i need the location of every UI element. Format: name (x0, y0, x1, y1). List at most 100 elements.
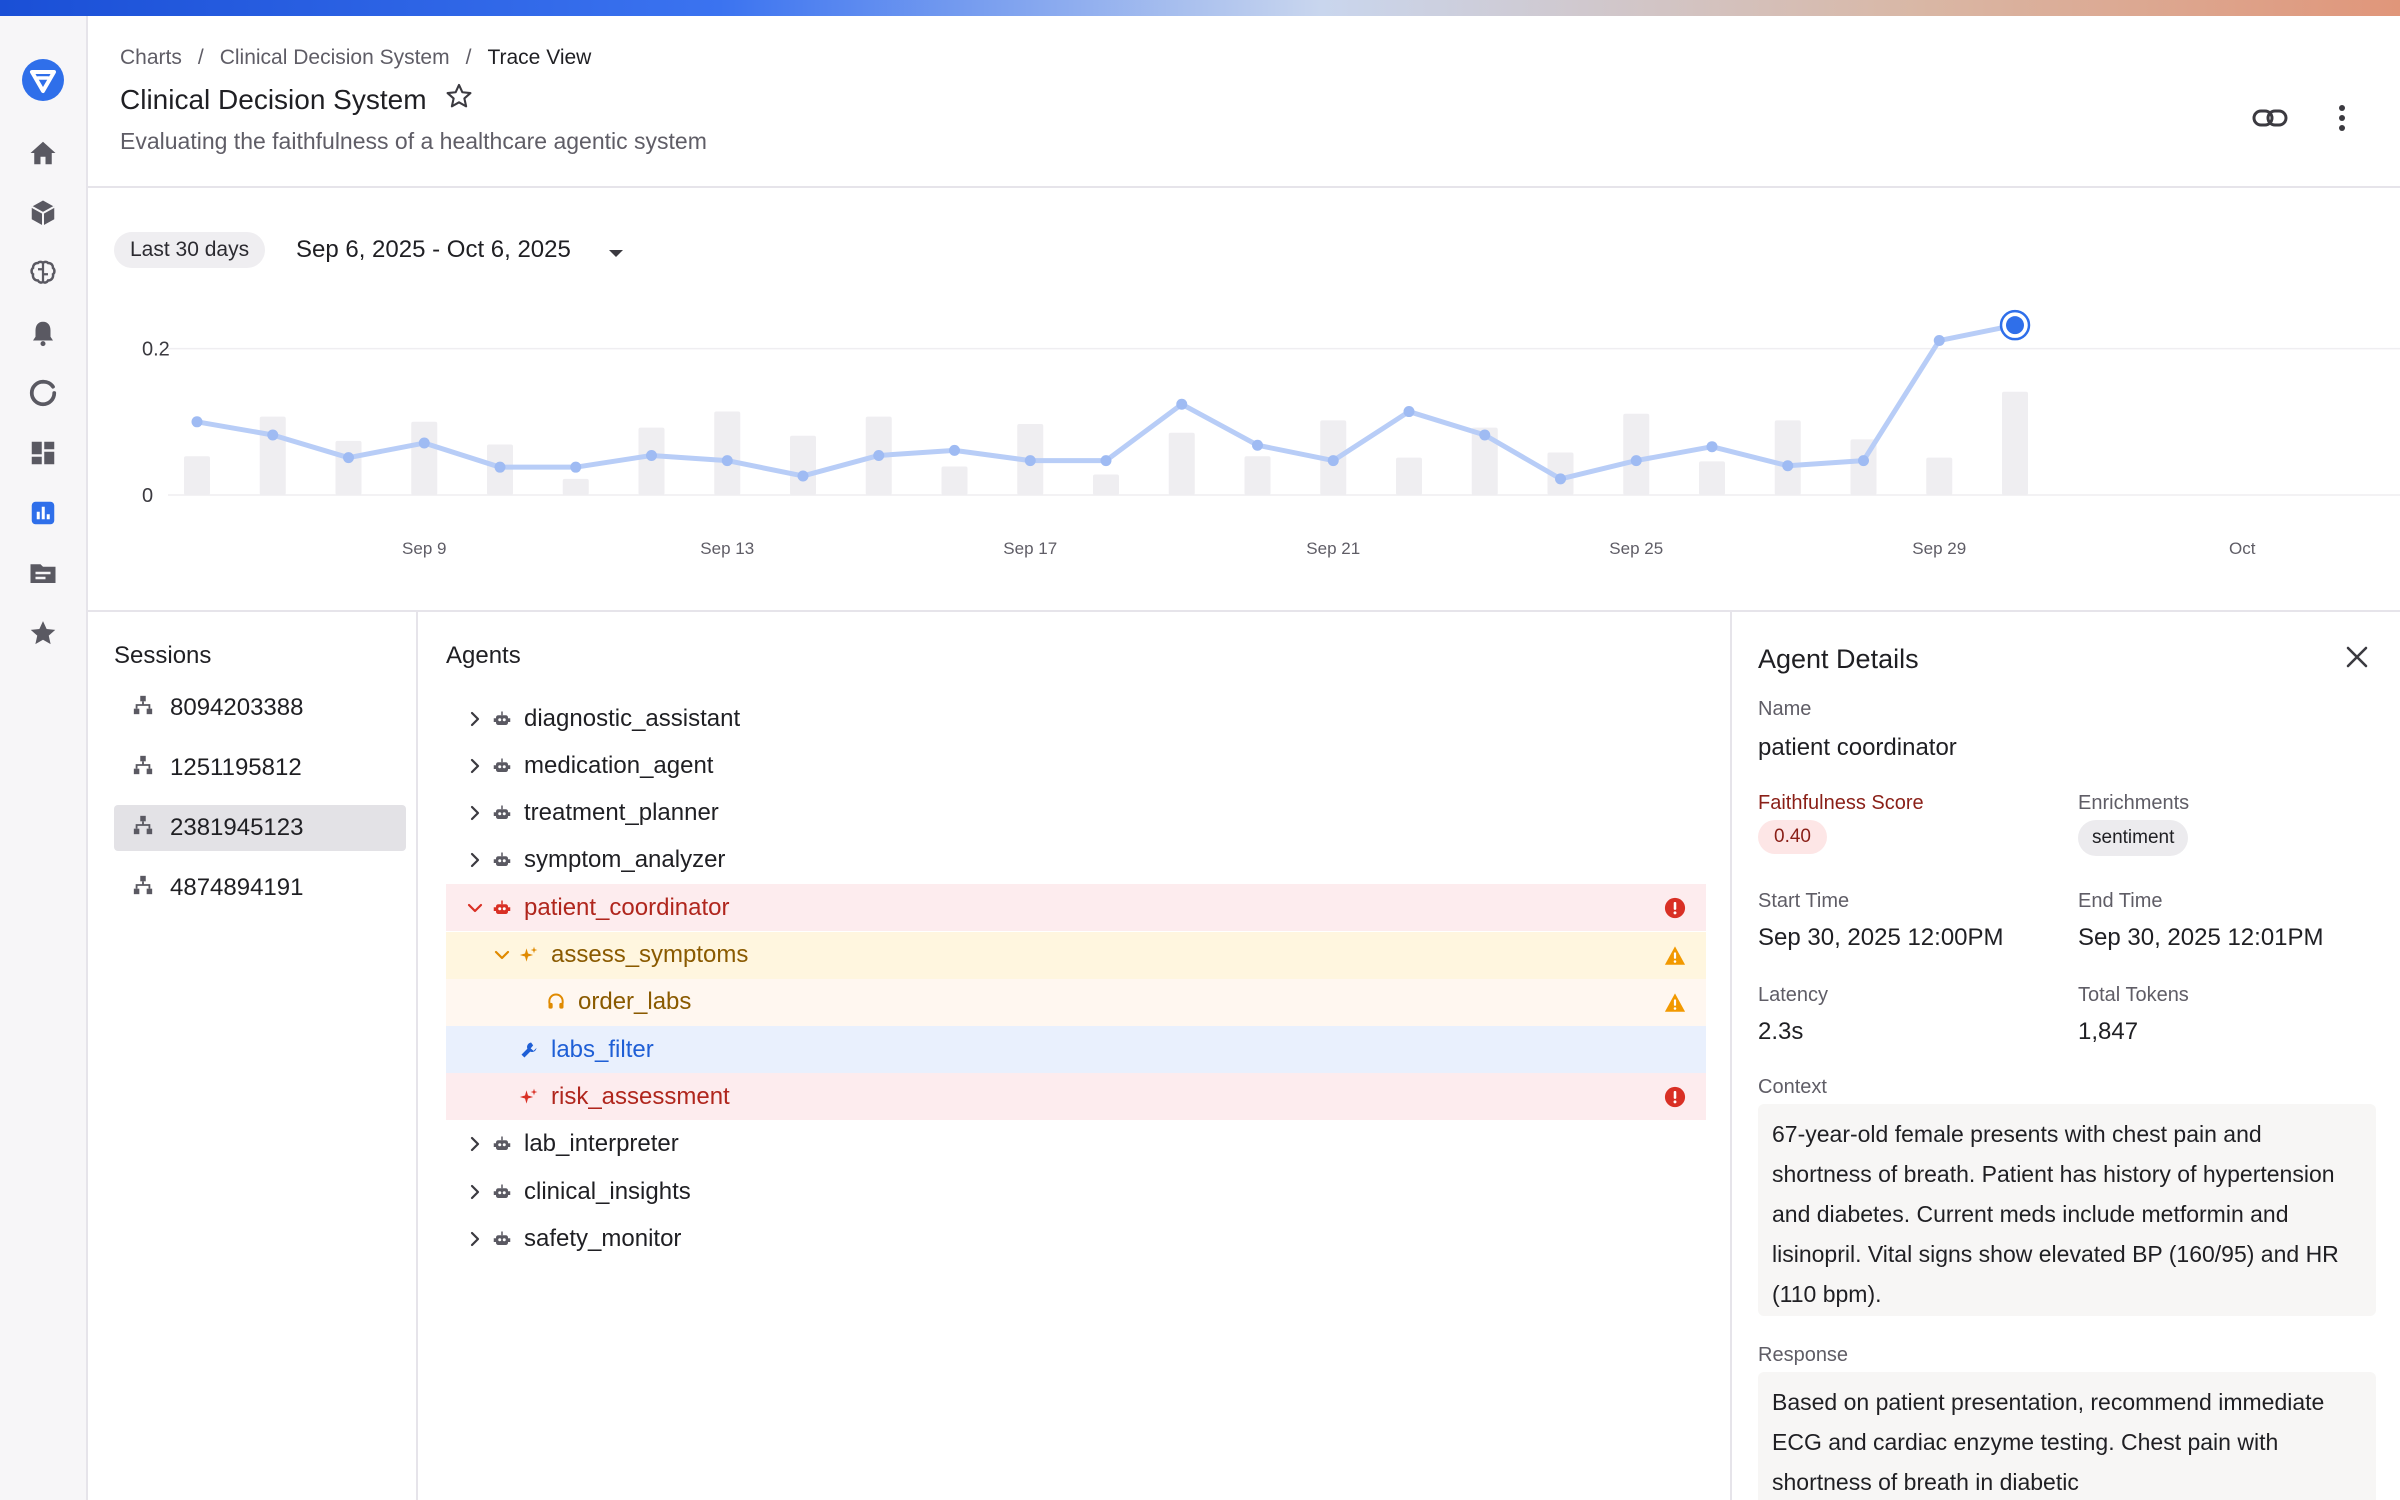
agent-label: treatment_planner (524, 799, 719, 827)
context-text: 67-year-old female presents with chest p… (1758, 1104, 2376, 1316)
robot-icon (490, 1183, 514, 1201)
robot-icon (490, 710, 514, 728)
chart-point (646, 449, 657, 461)
chevron-right-icon[interactable] (460, 1184, 490, 1200)
enrichment-badge[interactable]: sentiment (2078, 820, 2189, 856)
agent-row-labs-filter[interactable]: labs_filter (446, 1026, 1706, 1074)
chevron-right-icon[interactable] (460, 1136, 490, 1152)
robot-icon (490, 851, 514, 869)
session-item[interactable]: 4874894191 (114, 865, 406, 911)
name-value: patient coordinator (1758, 734, 1957, 761)
agents-title: Agents (446, 642, 521, 669)
response-text: Based on patient presentation, recommend… (1758, 1372, 2376, 1500)
start-time-label: Start Time (1758, 890, 1850, 912)
breadcrumb-separator: / (465, 46, 472, 69)
chart-bar (790, 435, 816, 495)
agents-panel: Agents diagnostic_assistant medication_ag… (420, 612, 1732, 1500)
sessions-title: Sessions (114, 642, 212, 669)
chart-bar (1168, 432, 1195, 495)
chevron-down-icon[interactable] (460, 900, 490, 916)
robot-icon (490, 1135, 514, 1153)
date-range-value[interactable]: Sep 6, 2025 - Oct 6, 2025 (296, 236, 571, 263)
chart-point (797, 470, 809, 482)
agent-label: risk_assessment (551, 1082, 730, 1110)
x-tick-label: Sep 13 (700, 539, 754, 558)
more-options-icon[interactable] (2322, 98, 2362, 138)
bell-icon[interactable] (28, 318, 58, 348)
chart-bar (259, 416, 286, 495)
agent-row-symptom-analyzer[interactable]: symptom_analyzer (446, 837, 1706, 884)
latency-label: Latency (1758, 984, 1829, 1006)
x-tick-label: Sep 25 (1609, 539, 1663, 558)
sessions-panel: Sessions 8094203388 1251195812 2381945123 4… (88, 612, 418, 1500)
trace-chart: 0 0.2 Sep 9 Sep 13 Sep 17 Sep 21 Sep 25 Sep 29 O… (142, 309, 2400, 558)
app-logo-icon[interactable] (21, 58, 65, 102)
brain-icon[interactable] (28, 258, 58, 288)
chart-point (267, 429, 279, 441)
star-icon[interactable] (28, 618, 58, 648)
chevron-right-icon[interactable] (460, 852, 490, 868)
chart-point (1933, 335, 1945, 347)
agent-details-panel: Agent Details Name patient coordinator F… (1734, 612, 2400, 1500)
chevron-down-icon[interactable] (487, 947, 517, 963)
agent-row-patient-coordinator[interactable]: patient_coordinator (446, 884, 1706, 932)
chart-bar (1396, 457, 1422, 495)
chart-point (1252, 439, 1263, 451)
session-item[interactable]: 1251195812 (114, 745, 406, 791)
robot-icon (490, 757, 514, 775)
breadcrumb: Charts / Clinical Decision System / Trac… (120, 46, 591, 70)
date-range-caret-icon[interactable] (608, 246, 624, 264)
agent-row-treatment-planner[interactable]: treatment_planner (446, 790, 1706, 837)
dashboard-icon[interactable] (28, 438, 58, 468)
agent-row-lab-interpreter[interactable]: lab_interpreter (446, 1121, 1706, 1168)
response-label: Response (1758, 1344, 1849, 1366)
page-title: Clinical Decision System (120, 83, 427, 115)
chevron-right-icon[interactable] (460, 758, 490, 774)
y-tick-label: 0 (142, 485, 153, 507)
chart-bar (335, 440, 362, 495)
agent-row-order-labs[interactable]: order_labs (446, 978, 1706, 1026)
robot-icon (490, 1230, 514, 1248)
session-item[interactable]: 2381945123 (114, 805, 406, 851)
folder-icon[interactable] (28, 558, 58, 588)
date-range-chip[interactable]: Last 30 days (114, 232, 266, 268)
agent-row-safety-monitor[interactable]: safety_monitor (446, 1215, 1706, 1262)
wrench-icon (517, 1040, 541, 1060)
chart-bar (2002, 391, 2028, 495)
breadcrumb-clinical-decision-system[interactable]: Clinical Decision System (219, 46, 450, 69)
refresh-icon[interactable] (28, 378, 58, 408)
page-header: Charts / Clinical Decision System / Trac… (88, 16, 2400, 188)
link-icon[interactable] (2250, 98, 2290, 138)
agent-row-clinical-insights[interactable]: clinical_insights (446, 1168, 1706, 1215)
chart-point (418, 437, 430, 449)
chart-point (1630, 455, 1642, 467)
chart-icon[interactable] (28, 498, 58, 528)
breadcrumb-charts[interactable]: Charts (120, 46, 182, 69)
page-subtitle: Evaluating the faithfulness of a healthc… (120, 128, 707, 154)
cube-icon[interactable] (28, 198, 58, 228)
x-tick-label: Sep 17 (1003, 539, 1057, 558)
agent-row-risk-assessment[interactable]: risk_assessment (446, 1073, 1706, 1121)
x-tick-label: Sep 9 (402, 539, 446, 558)
warning-status-icon (1664, 945, 1686, 974)
chevron-right-icon[interactable] (460, 1231, 490, 1247)
agent-row-diagnostic-assistant[interactable]: diagnostic_assistant (446, 695, 1706, 742)
chart-point (494, 461, 506, 473)
close-icon[interactable] (2342, 642, 2372, 672)
agent-row-medication-agent[interactable]: medication_agent (446, 742, 1706, 789)
favorite-star-icon[interactable] (445, 82, 473, 117)
agent-label: patient_coordinator (524, 893, 730, 921)
robot-icon (490, 899, 514, 917)
agent-row-assess-symptoms[interactable]: assess_symptoms (446, 931, 1706, 979)
session-item[interactable]: 8094203388 (114, 685, 406, 731)
agent-label: assess_symptoms (551, 941, 749, 968)
y-tick-label: 0.2 (142, 339, 170, 361)
home-icon[interactable] (28, 138, 58, 168)
chart-bar (1774, 420, 1801, 495)
chevron-right-icon[interactable] (460, 805, 490, 821)
breadcrumb-separator: / (197, 46, 204, 69)
chevron-right-icon[interactable] (460, 711, 490, 727)
headset-icon (544, 992, 568, 1012)
warning-status-icon (1664, 992, 1686, 1021)
end-time-label: End Time (2078, 890, 2163, 912)
